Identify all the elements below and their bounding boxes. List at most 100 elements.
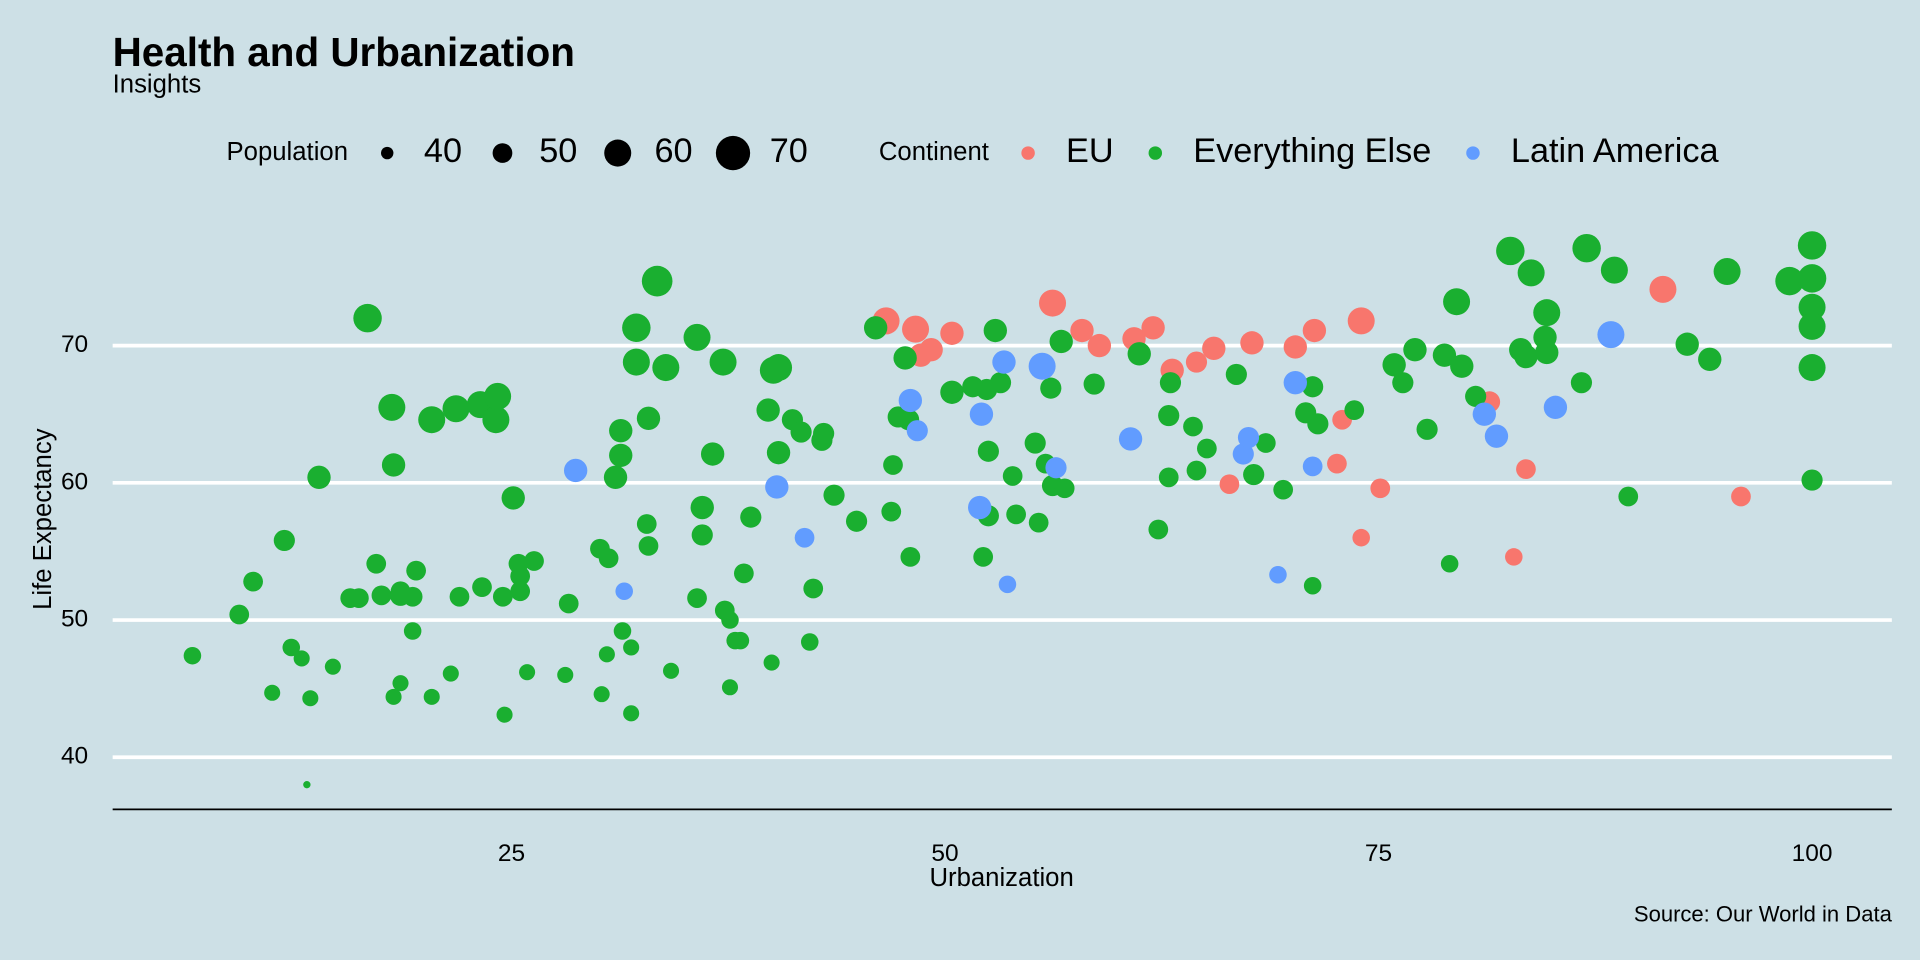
legend-color-key [1466, 146, 1480, 160]
point [845, 510, 868, 532]
legend-size-key [604, 139, 632, 167]
point [900, 547, 921, 567]
point [1202, 336, 1226, 361]
point [898, 388, 923, 413]
point [1775, 266, 1804, 296]
point [1496, 236, 1525, 266]
point [1535, 340, 1559, 365]
point [484, 382, 512, 410]
point [1243, 463, 1265, 486]
point [1484, 424, 1509, 448]
legend-size-key [715, 135, 751, 171]
point [613, 622, 632, 640]
point [1382, 353, 1406, 377]
y-tick-label: 40 [61, 743, 88, 770]
point [1465, 385, 1487, 407]
legend-label: Everything Else [1193, 132, 1431, 170]
point [1302, 376, 1324, 398]
point [794, 527, 815, 548]
x-tick-label: 50 [931, 840, 958, 867]
point [1713, 258, 1741, 286]
point [1798, 293, 1826, 321]
point [902, 315, 930, 343]
point [968, 495, 992, 520]
legend-color-key [1021, 146, 1035, 160]
point [598, 646, 615, 663]
point [1416, 418, 1438, 440]
point [293, 650, 310, 667]
point [349, 588, 369, 608]
point [492, 586, 513, 607]
point [282, 638, 301, 657]
point [709, 348, 737, 376]
point [1225, 363, 1247, 386]
y-tick-label: 70 [61, 331, 88, 358]
point [1505, 548, 1523, 566]
point [622, 348, 650, 376]
point [1148, 519, 1169, 540]
point [1045, 457, 1067, 479]
point [1303, 576, 1322, 595]
x-axis-label: Urbanization [929, 864, 1073, 892]
legend-size-key [380, 146, 394, 160]
point [1533, 299, 1561, 327]
point [563, 458, 588, 483]
point [1450, 354, 1474, 378]
point [1801, 469, 1823, 491]
point [691, 524, 713, 546]
legend-title: Population [227, 138, 348, 166]
point [524, 551, 544, 571]
point [392, 675, 409, 692]
point [1798, 312, 1826, 340]
point [1302, 456, 1323, 477]
point [756, 398, 780, 422]
point [721, 679, 739, 696]
point [662, 662, 680, 679]
point [615, 582, 633, 600]
point [229, 604, 250, 625]
point [940, 380, 964, 404]
x-tick-label: 25 [498, 840, 525, 867]
point [1344, 400, 1365, 420]
point [700, 442, 725, 466]
y-tick-label: 60 [61, 468, 88, 495]
point [1516, 459, 1536, 479]
point [763, 654, 780, 671]
point [636, 514, 657, 534]
point [303, 781, 311, 789]
point [1183, 416, 1203, 437]
point [1240, 331, 1264, 355]
point [1028, 352, 1056, 380]
point [1572, 233, 1601, 263]
point [652, 354, 680, 382]
point [1185, 351, 1208, 373]
point [1440, 555, 1459, 573]
point [813, 422, 835, 445]
point [740, 506, 762, 528]
point [1118, 427, 1143, 451]
point [472, 577, 492, 597]
point [1698, 347, 1722, 372]
point [1403, 338, 1427, 362]
caption: Source: Our World in Data [1634, 902, 1893, 927]
legend-title: Continent [879, 138, 989, 166]
point [302, 690, 319, 707]
point [1798, 354, 1826, 382]
point [973, 547, 994, 567]
point [765, 354, 793, 382]
point [1347, 307, 1375, 335]
point [881, 501, 902, 522]
point [636, 406, 661, 431]
point [983, 318, 1007, 343]
point [508, 553, 529, 574]
point [687, 588, 707, 608]
y-axis-label: Life Expectancy [29, 428, 57, 610]
point [906, 420, 928, 442]
x-tick-label: 75 [1365, 840, 1392, 867]
point [989, 372, 1012, 394]
point [1443, 288, 1471, 316]
point [731, 631, 750, 650]
point [683, 323, 711, 351]
point [609, 418, 633, 443]
